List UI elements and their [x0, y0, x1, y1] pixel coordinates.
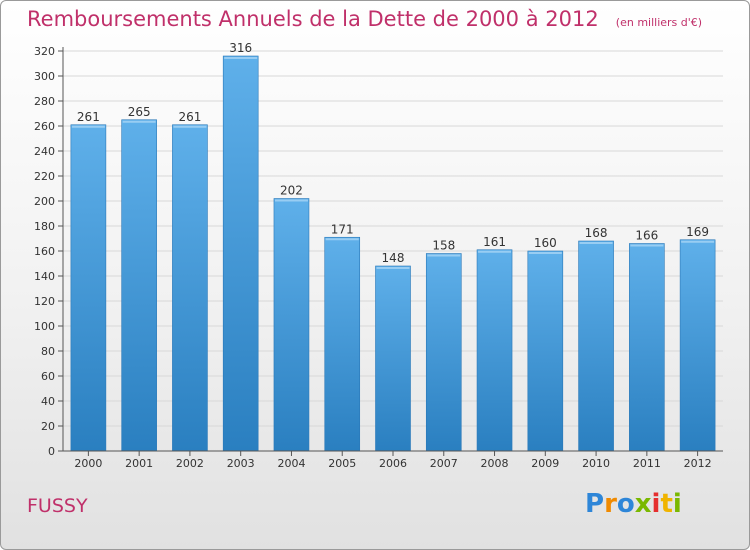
data-label-2004: 202: [280, 184, 303, 198]
y-tick-label: 260: [34, 120, 55, 133]
data-label-2008: 161: [483, 235, 506, 249]
logo-letter: i: [651, 489, 661, 519]
bar-highlight: [630, 244, 664, 247]
bar-2010: [578, 240, 614, 452]
bar-highlight: [274, 199, 308, 202]
data-label-2009: 160: [534, 236, 557, 250]
commune-name: FUSSY: [27, 495, 88, 517]
bar-2009: [527, 250, 564, 452]
y-tick-label: 280: [34, 95, 55, 108]
bar-2012: [679, 239, 716, 452]
data-label-2007: 158: [432, 239, 455, 253]
bar-2000: [70, 124, 107, 452]
logo-letter: t: [660, 489, 673, 519]
y-tick-label: 320: [34, 45, 55, 58]
bar-2004: [273, 198, 310, 452]
data-label-2010: 168: [585, 226, 608, 240]
x-tick-label-2002: 2002: [176, 457, 204, 470]
bar-2007: [425, 253, 462, 452]
x-tick-label-2012: 2012: [684, 457, 712, 470]
logo-letter: r: [604, 489, 617, 519]
data-label-2012: 169: [686, 225, 709, 239]
y-tick-label: 120: [34, 295, 55, 308]
chart-title: Remboursements Annuels de la Dette de 20…: [27, 7, 599, 31]
x-tick-label-2003: 2003: [227, 457, 255, 470]
x-tick-label-2005: 2005: [328, 457, 356, 470]
bar-highlight: [71, 125, 105, 128]
data-label-2011: 166: [635, 229, 658, 243]
y-tick-label: 60: [41, 370, 55, 383]
x-tick-label-2000: 2000: [74, 457, 102, 470]
proxiti-logo: Proxiti: [585, 489, 682, 519]
bar-highlight: [376, 267, 410, 269]
logo-letter: i: [672, 489, 682, 519]
bar-2008: [476, 249, 513, 452]
x-tick-label-2001: 2001: [125, 457, 153, 470]
x-tick-label-2010: 2010: [582, 457, 610, 470]
y-tick-label: 80: [41, 345, 55, 358]
data-label-2005: 171: [331, 222, 354, 236]
data-label-2001: 265: [128, 105, 151, 119]
y-tick-label: 20: [41, 420, 55, 433]
bar-highlight: [681, 240, 715, 243]
y-tick-label: 0: [48, 445, 55, 458]
bar-highlight: [224, 57, 258, 59]
y-tick-label: 40: [41, 395, 55, 408]
data-label-2003: 316: [229, 41, 252, 55]
bar-highlight: [427, 254, 461, 257]
bar-highlight: [325, 238, 359, 241]
x-tick-label-2004: 2004: [277, 457, 305, 470]
logo-letter: P: [585, 489, 605, 519]
y-tick-label: 300: [34, 70, 55, 83]
data-label-2006: 148: [382, 251, 405, 265]
bar-2005: [324, 236, 361, 452]
y-tick-label: 140: [34, 270, 55, 283]
x-tick-label-2006: 2006: [379, 457, 407, 470]
bar-2011: [629, 243, 665, 452]
y-tick-label: 180: [34, 220, 55, 233]
x-tick-label-2011: 2011: [633, 457, 661, 470]
y-tick-label: 100: [34, 320, 55, 333]
x-tick-label-2008: 2008: [481, 457, 509, 470]
bar-2006: [375, 265, 411, 452]
x-tick-label-2009: 2009: [531, 457, 559, 470]
bar-2002: [172, 124, 208, 452]
x-tick-label-2007: 2007: [430, 457, 458, 470]
bar-highlight: [478, 250, 512, 253]
bar-highlight: [528, 252, 562, 254]
bar-highlight: [173, 125, 207, 128]
logo-letter: o: [616, 489, 635, 519]
y-tick-label: 200: [34, 195, 55, 208]
bar-2003: [222, 55, 259, 452]
bar-2001: [121, 119, 157, 452]
chart-title-row: Remboursements Annuels de la Dette de 20…: [27, 7, 702, 31]
y-tick-label: 160: [34, 245, 55, 258]
logo-letter: x: [634, 489, 652, 519]
data-label-2002: 261: [178, 110, 201, 124]
chart-unit: (en milliers d'€): [615, 16, 703, 29]
y-tick-label: 240: [34, 145, 55, 158]
bar-highlight: [579, 242, 613, 244]
axis-layer: 0 20 40 60 80 100 120 140 160 180 200 220 240 260 280 3…: [34, 45, 723, 470]
bar-layer: 261 265 261 316 202 171 148 158 161 160 168 166 169: [70, 41, 716, 452]
bar-highlight: [122, 120, 156, 123]
data-label-2000: 261: [77, 110, 100, 124]
y-tick-label: 220: [34, 170, 55, 183]
